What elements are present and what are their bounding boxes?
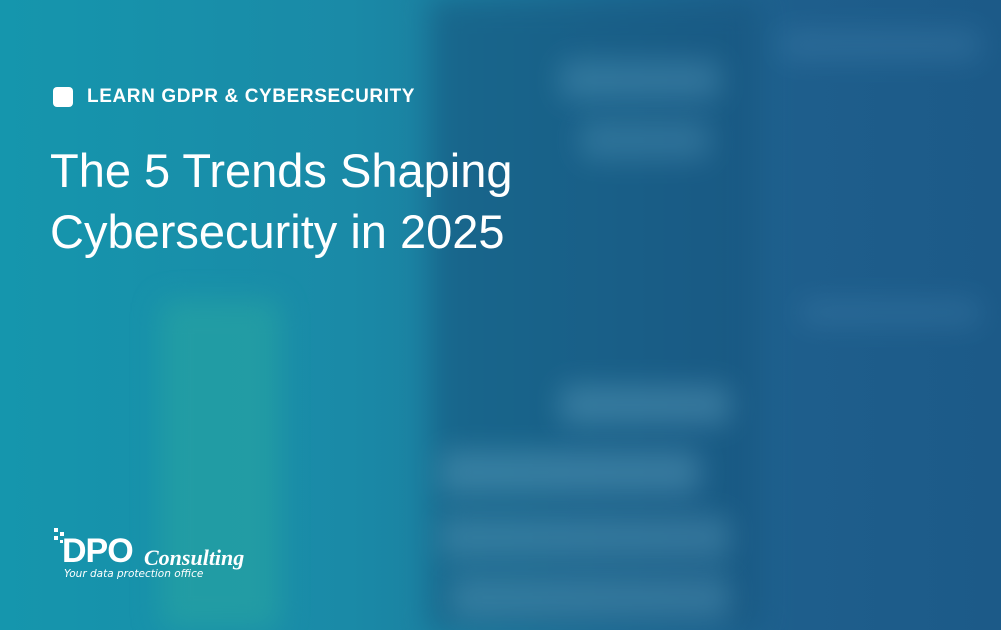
logo-word: Consulting xyxy=(144,545,245,570)
bg-shape xyxy=(580,120,710,160)
logo-dot xyxy=(54,528,58,532)
logo-dot xyxy=(54,536,58,540)
category-tag: LEARN GDPR & CYBERSECURITY xyxy=(53,86,415,108)
bg-shape xyxy=(780,30,980,60)
logo-dot xyxy=(60,540,63,543)
logo-mark: DPO xyxy=(62,532,134,570)
title: The 5 Trends Shaping Cybersecurity in 20… xyxy=(50,140,512,262)
bg-shape xyxy=(440,450,700,495)
tag-icon xyxy=(53,87,73,107)
category-text: LEARN GDPR & CYBERSECURITY xyxy=(87,86,416,107)
bg-shape xyxy=(440,515,730,560)
bg-shape xyxy=(800,300,980,325)
logo-dot xyxy=(60,532,64,536)
bg-shape xyxy=(160,300,280,630)
logo-tagline: Your data protection office xyxy=(64,568,204,580)
bg-shape xyxy=(450,575,730,620)
title-line: The 5 Trends Shaping xyxy=(50,144,513,197)
bg-shape xyxy=(430,0,760,630)
title-line: Cybersecurity in 2025 xyxy=(50,205,505,258)
bg-shape xyxy=(560,385,730,425)
bg-shape xyxy=(560,60,720,100)
